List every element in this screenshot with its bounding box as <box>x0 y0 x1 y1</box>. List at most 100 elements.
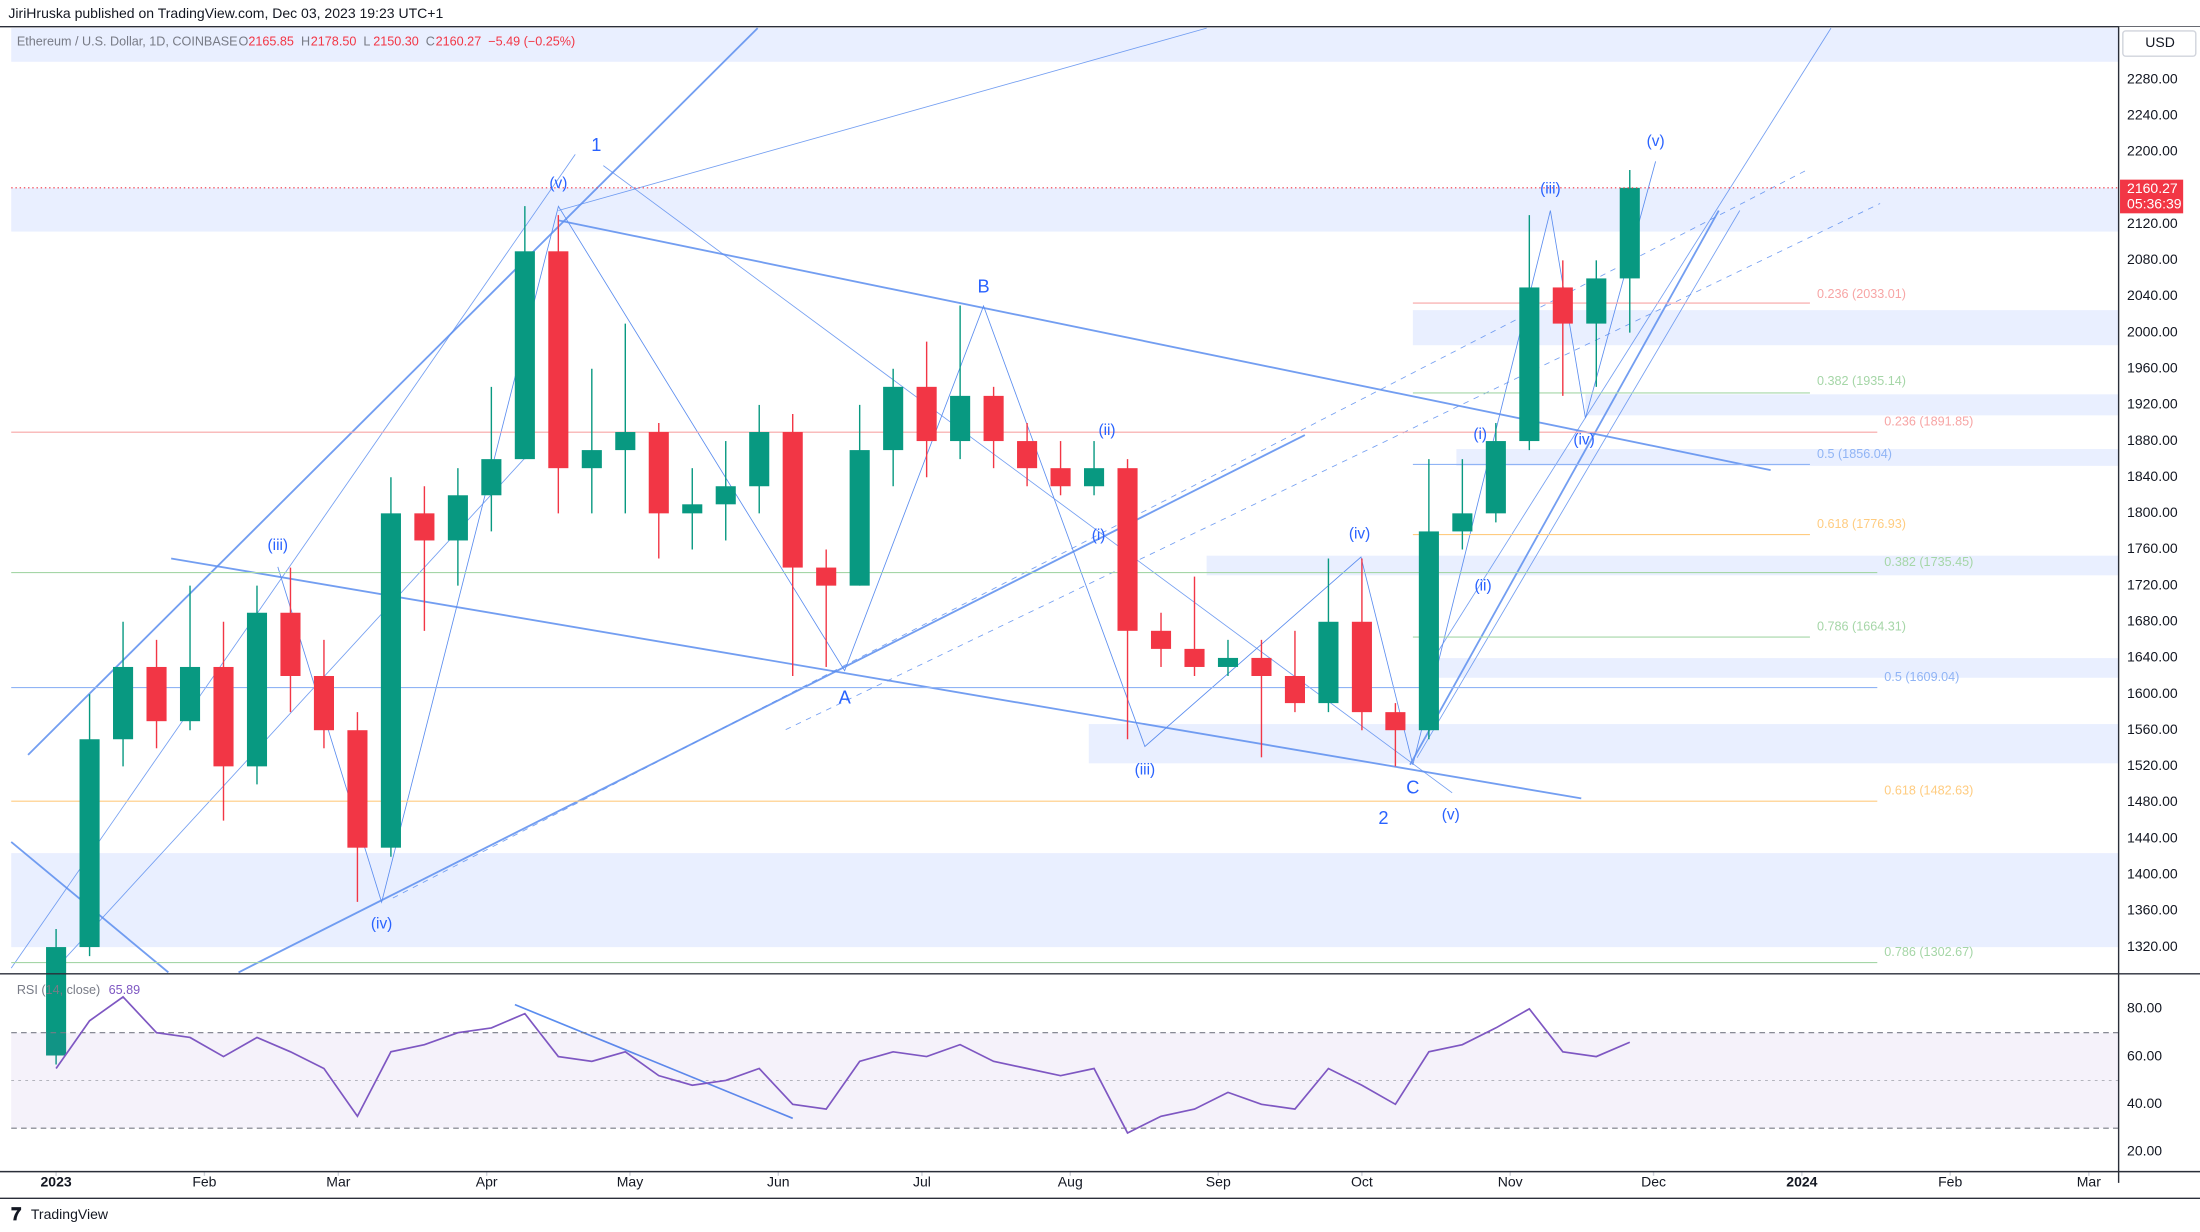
y-tick-label: 2080.00 <box>2127 251 2178 267</box>
wave-label: (v) <box>549 175 567 192</box>
candle-body <box>1284 675 1305 704</box>
price-axis-bg <box>2118 26 2200 1183</box>
y-tick-label: 1760.00 <box>2127 540 2178 556</box>
ohlc-key: H <box>301 34 310 48</box>
rsi-tick-label: 80.00 <box>2127 1000 2162 1016</box>
x-tick-label: Oct <box>1351 1174 1373 1190</box>
y-tick-label: 2200.00 <box>2127 143 2178 159</box>
y-tick-label: 2120.00 <box>2127 215 2178 231</box>
trend-line <box>558 219 1771 471</box>
ohlc-value: 2165.85 <box>248 34 294 48</box>
wave-label: (iv) <box>1349 526 1370 543</box>
candle-body <box>782 432 803 568</box>
y-tick-label: 1800.00 <box>2127 504 2178 520</box>
candle-body <box>1351 621 1372 713</box>
fib-label: 0.5 (1609.04) <box>1884 670 1959 684</box>
y-tick-label: 1440.00 <box>2127 829 2178 845</box>
rsi-tick-label: 60.00 <box>2127 1047 2162 1063</box>
y-tick-label: 1480.00 <box>2127 793 2178 809</box>
candle-body <box>1552 287 1573 324</box>
trend-line <box>27 27 759 756</box>
last-price: 2160.27 <box>2127 180 2178 196</box>
trend-line <box>558 27 1207 211</box>
change: −5.49 (−0.25%) <box>488 34 575 48</box>
candle-body <box>916 386 937 442</box>
fib-label: 0.618 (1482.63) <box>1884 784 1973 798</box>
candle-body <box>380 513 401 848</box>
fib-label: 0.382 (1735.45) <box>1884 555 1973 569</box>
y-tick-label: 1560.00 <box>2127 721 2178 737</box>
trend-line <box>392 168 1811 899</box>
x-tick-label: Sep <box>1206 1174 1231 1190</box>
symbol-name: Ethereum / U.S. Dollar, 1D, COINBASE <box>17 34 238 48</box>
candle-body <box>849 450 870 586</box>
trend-line <box>1416 210 1741 758</box>
wave-label: A <box>839 687 852 708</box>
wave-label: (v) <box>1442 806 1460 823</box>
y-tick-label: 1720.00 <box>2127 576 2178 592</box>
wave-label: (iv) <box>371 916 392 933</box>
fib-label: 0.786 (1664.31) <box>1817 620 1906 634</box>
candle-body <box>1084 468 1105 487</box>
candle-body <box>246 612 268 767</box>
zone <box>11 853 2119 948</box>
x-tick-label: Nov <box>1498 1174 1523 1190</box>
x-tick-label: Jun <box>767 1174 790 1190</box>
candle-body <box>1150 630 1172 649</box>
rsi-trend-line <box>514 1003 794 1120</box>
fib-label: 0.618 (1776.93) <box>1817 517 1906 531</box>
candle-body <box>1586 278 1607 324</box>
y-tick-label: 1320.00 <box>2127 938 2178 954</box>
wave-label: (iii) <box>1540 181 1561 198</box>
candle-body <box>1385 712 1406 731</box>
wave-label: 2 <box>1378 807 1388 828</box>
candle-body <box>883 386 904 451</box>
candle-body <box>146 666 167 722</box>
x-tick-label: 2023 <box>40 1174 71 1190</box>
candle-body <box>113 666 134 740</box>
rsi-title: RSI (14, close) <box>17 983 100 997</box>
y-tick-label: 1680.00 <box>2127 612 2178 628</box>
wave-label: 1 <box>591 134 601 155</box>
candle-body <box>1117 468 1138 631</box>
candle-body <box>1017 441 1038 469</box>
ohlc-value: 2150.30 <box>373 34 419 48</box>
fib-label: 0.786 (1302.67) <box>1884 945 1973 959</box>
candle-body <box>1418 531 1439 731</box>
candle-body <box>816 567 837 586</box>
zone <box>1412 310 2119 346</box>
zone <box>11 28 2119 62</box>
candle-body <box>1619 187 1640 279</box>
y-tick-label: 1400.00 <box>2127 865 2178 881</box>
rsi-tick-label: 20.00 <box>2127 1143 2162 1159</box>
candle-body <box>447 495 468 541</box>
x-tick-label: 2024 <box>1786 1174 1817 1190</box>
ohlc-value: 2160.27 <box>436 34 482 48</box>
wave-label: (ii) <box>1098 422 1115 439</box>
zone <box>1456 449 2119 466</box>
x-tick-label: Jul <box>913 1174 931 1190</box>
x-tick-label: May <box>617 1174 643 1190</box>
x-tick-label: Feb <box>1938 1174 1962 1190</box>
candle-body <box>615 432 636 451</box>
currency: USD <box>2145 34 2175 50</box>
zone <box>11 188 2119 232</box>
wave-label: (i) <box>1473 426 1487 443</box>
fib-label: 0.236 (1891.85) <box>1884 415 1973 429</box>
currency-box[interactable] <box>2122 30 2197 57</box>
logo-mark: 𝟕 <box>11 1203 21 1224</box>
y-tick-label: 1920.00 <box>2127 396 2178 412</box>
zone <box>1088 724 2119 764</box>
candle-body <box>749 432 770 487</box>
wave-label: (iii) <box>1135 761 1156 778</box>
x-tick-label: Aug <box>1058 1174 1083 1190</box>
candle-body <box>79 739 100 948</box>
y-tick-label: 2000.00 <box>2127 323 2178 339</box>
x-tick-label: Dec <box>1641 1174 1666 1190</box>
candle-body <box>514 251 535 460</box>
ohlc-key: C <box>426 34 435 48</box>
candle-body <box>648 432 669 514</box>
candle-body <box>280 612 301 676</box>
footer-brand[interactable]: TradingView <box>31 1206 109 1222</box>
